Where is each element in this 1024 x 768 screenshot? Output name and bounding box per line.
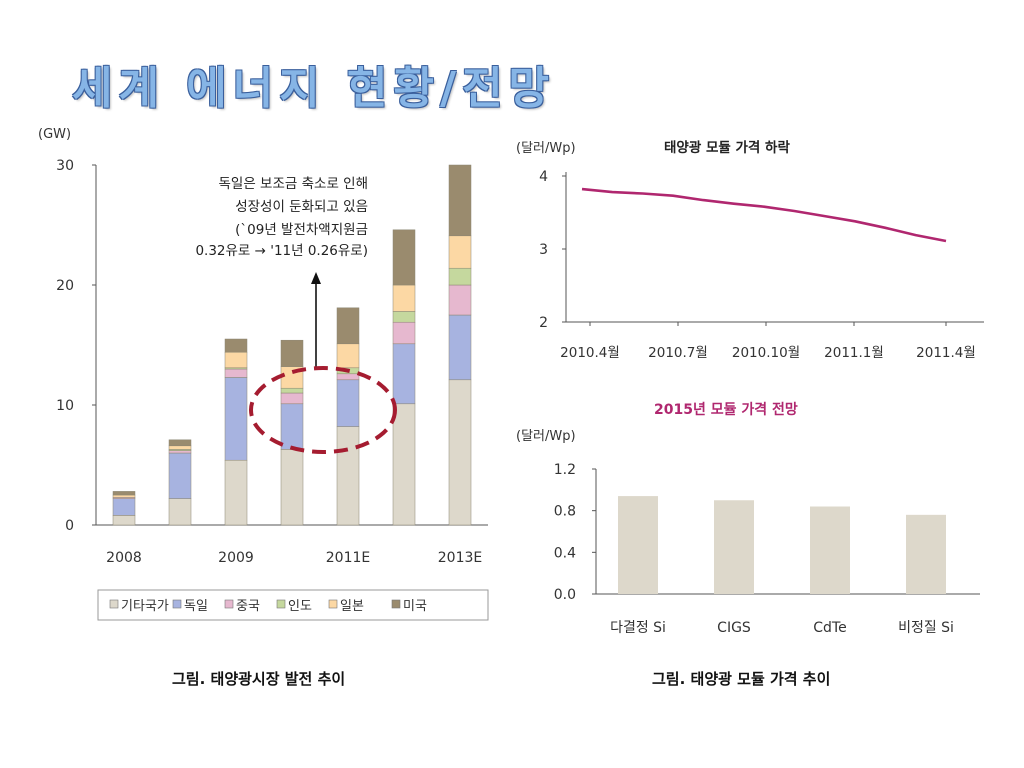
bar-segment: [112, 491, 136, 496]
y-tick-label: 20: [56, 278, 74, 294]
legend-label: 일본: [340, 599, 364, 614]
page-title: 세계 에너지 현황/전망: [72, 63, 556, 114]
chart-title: 2015년 모듈 가격 전망: [654, 401, 798, 418]
x-tick-label: CIGS: [717, 620, 751, 636]
y-tick-label: 2: [539, 315, 548, 331]
y-tick-label: 1.2: [554, 462, 576, 478]
legend-label: 미국: [403, 599, 427, 614]
bar-segment: [392, 229, 416, 286]
bar: [618, 496, 658, 594]
y-tick-label: 10: [56, 398, 74, 414]
annotation-line: (`09년 발전차액지원금: [235, 222, 368, 238]
legend-label: 인도: [288, 599, 312, 614]
bar-segment: [168, 439, 192, 447]
legend-swatch: [224, 599, 234, 609]
x-tick-label: CdTe: [813, 620, 846, 636]
annotation-arrowhead: [311, 272, 321, 284]
x-tick-label: 다결정 Si: [610, 620, 666, 636]
legend-box: [97, 589, 489, 621]
x-tick-label: 2011.1월: [824, 345, 884, 361]
y-tick-label: 0.4: [554, 545, 576, 561]
y-tick-label: 30: [56, 158, 74, 174]
y-axis-label: (달러/Wp): [516, 429, 576, 444]
y-tick-label: 0.8: [554, 504, 576, 520]
bar: [714, 500, 754, 594]
y-tick-label: 3: [539, 242, 548, 258]
chart-title: 태양광 모듈 가격 하락: [664, 139, 790, 156]
legend-swatch: [276, 599, 286, 609]
y-tick-label: 4: [539, 169, 548, 185]
x-tick-label: 2010.7월: [648, 345, 708, 361]
legend-label: 기타국가: [121, 599, 169, 614]
legend-swatch: [172, 599, 182, 609]
caption-left: 그림. 태양광시장 발전 추이: [172, 670, 346, 688]
x-tick-label: 2009: [218, 550, 254, 566]
legend-swatch: [109, 599, 119, 609]
x-tick-label: 2013E: [438, 550, 482, 566]
x-tick-label: 2011E: [326, 550, 370, 566]
y-tick-label: 0.0: [554, 587, 576, 603]
y-unit-label: (GW): [38, 127, 71, 142]
bar-segment: [448, 164, 472, 237]
legend-swatch: [391, 599, 401, 609]
annotation-line: 0.32유로 → '11년 0.26유로): [195, 243, 368, 259]
bar-segment: [280, 339, 304, 367]
annotation-line: 성장성이 둔화되고 있음: [235, 199, 368, 215]
caption-right: 그림. 태양광 모듈 가격 추이: [652, 670, 831, 688]
x-tick-label: 2008: [106, 550, 142, 566]
x-tick-label: 2011.4월: [916, 345, 976, 361]
legend-label: 독일: [184, 599, 208, 614]
y-tick-label: 0: [65, 518, 74, 534]
bar: [810, 506, 850, 594]
legend-swatch: [328, 599, 338, 609]
bar: [906, 514, 946, 594]
x-tick-label: 2010.10월: [732, 345, 800, 361]
x-tick-label: 비정질 Si: [898, 620, 954, 636]
y-axis-label: (달러/Wp): [516, 141, 576, 156]
price-line: [581, 187, 947, 243]
bar-segment: [224, 338, 248, 353]
annotation-line: 독일은 보조금 축소로 인해: [219, 176, 369, 192]
legend-label: 중국: [236, 599, 260, 614]
x-tick-label: 2010.4월: [560, 345, 620, 361]
bar-segment: [336, 307, 360, 345]
highlight-ellipse: [249, 366, 397, 454]
